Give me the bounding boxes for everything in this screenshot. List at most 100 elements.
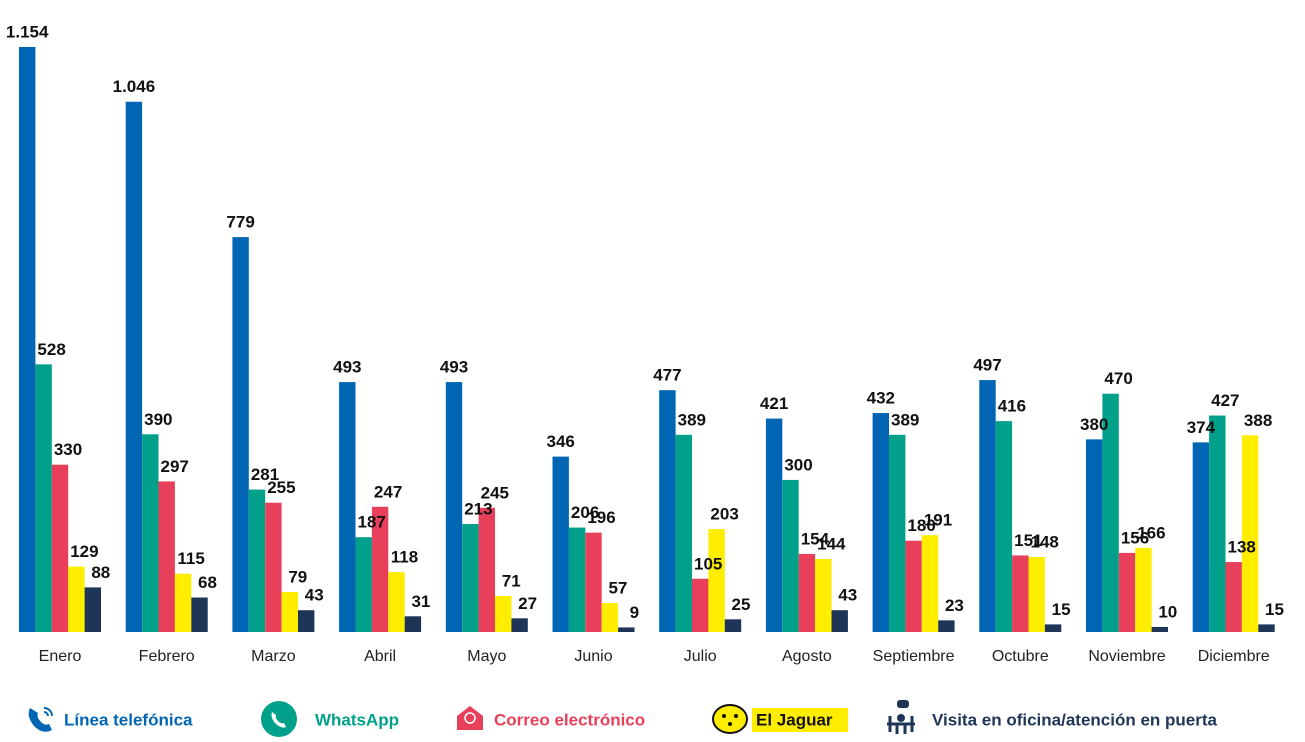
value-label: 68 [198, 573, 217, 592]
legend-label: El Jaguar [756, 710, 833, 729]
bar [585, 532, 602, 632]
value-label: 57 [608, 579, 627, 598]
bar [1102, 393, 1119, 632]
x-tick-label: Diciembre [1198, 648, 1270, 665]
bar [601, 603, 619, 632]
x-tick-label: Mayo [467, 648, 506, 665]
bar [1044, 624, 1062, 632]
value-label: 79 [288, 567, 307, 586]
value-label: 300 [784, 455, 812, 474]
x-tick-label: Enero [39, 648, 82, 665]
jaguar-spot [722, 714, 726, 718]
bar [979, 380, 996, 632]
bar [84, 587, 101, 632]
bar [552, 456, 569, 632]
bar [692, 578, 709, 632]
value-label: 88 [91, 563, 110, 582]
value-label: 389 [891, 410, 919, 429]
value-label: 156 [1121, 528, 1149, 547]
bar [511, 618, 528, 632]
value-label: 374 [1187, 418, 1216, 437]
phone-waves [43, 707, 53, 717]
value-label: 206 [571, 503, 599, 522]
value-label: 477 [653, 366, 681, 385]
value-label: 432 [867, 388, 895, 407]
bar [51, 464, 69, 632]
bar [675, 434, 692, 632]
value-label: 25 [732, 595, 751, 614]
legend-label: Correo electrónico [494, 710, 645, 729]
value-label: 138 [1228, 538, 1256, 557]
bar [404, 616, 422, 632]
bar [478, 507, 495, 632]
value-label: 129 [70, 542, 98, 561]
value-label: 346 [547, 432, 575, 451]
bar [445, 382, 463, 632]
bar [1135, 547, 1152, 632]
value-label: 281 [251, 465, 279, 484]
x-tick-label: Junio [574, 648, 612, 665]
bar [782, 479, 799, 632]
x-tick-label: Agosto [782, 648, 832, 665]
value-label: 416 [998, 397, 1026, 416]
mail-icon [457, 706, 483, 730]
value-label: 779 [226, 213, 254, 232]
bar [232, 237, 249, 632]
value-label: 118 [391, 548, 418, 567]
x-tick-label: Octubre [992, 648, 1049, 665]
bar [1209, 415, 1226, 632]
value-label: 493 [440, 358, 468, 377]
bar [35, 364, 52, 632]
value-label: 166 [1137, 523, 1165, 542]
bar [724, 619, 742, 632]
value-label: 71 [502, 571, 521, 590]
bar [995, 421, 1013, 632]
bar [938, 620, 955, 632]
bar [1241, 435, 1259, 632]
bar [298, 610, 315, 632]
bar [142, 434, 159, 632]
bar [265, 502, 282, 632]
x-tick-label: Febrero [139, 648, 195, 665]
x-tick-label: Noviembre [1088, 648, 1165, 665]
jaguar-spot [734, 714, 738, 718]
bar [495, 596, 512, 632]
value-label: 15 [1265, 600, 1284, 619]
value-label: 203 [710, 505, 738, 524]
value-label: 380 [1080, 415, 1108, 434]
value-label: 187 [358, 513, 386, 532]
legend-label: Línea telefónica [64, 710, 193, 729]
visit-desk [887, 716, 915, 734]
visit-icon [897, 714, 905, 722]
bar [19, 47, 36, 632]
value-label: 154 [801, 529, 830, 548]
value-label: 1.154 [6, 22, 49, 41]
value-label: 528 [37, 340, 65, 359]
bar [889, 434, 906, 632]
bar [125, 101, 143, 632]
bar [462, 524, 479, 632]
bar [765, 418, 783, 632]
x-tick-label: Marzo [251, 648, 296, 665]
bar [659, 390, 676, 632]
value-label: 493 [333, 358, 361, 377]
bar [1225, 562, 1242, 632]
bar [798, 553, 816, 632]
value-label: 9 [630, 603, 639, 622]
mail-at [464, 712, 476, 724]
bar [831, 610, 848, 632]
legend-label: Visita en oficina/atención en puerta [932, 710, 1218, 729]
value-label: 213 [464, 500, 492, 519]
value-label: 390 [144, 410, 172, 429]
value-label: 15 [1052, 600, 1071, 619]
x-tick-label: Abril [364, 648, 396, 665]
value-label: 43 [305, 586, 324, 605]
value-label: 144 [817, 534, 846, 553]
bar [921, 535, 939, 632]
value-label: 115 [177, 549, 204, 568]
value-label: 330 [54, 440, 82, 459]
bar [708, 529, 725, 632]
bar [355, 537, 372, 632]
value-label: 497 [973, 356, 1001, 375]
